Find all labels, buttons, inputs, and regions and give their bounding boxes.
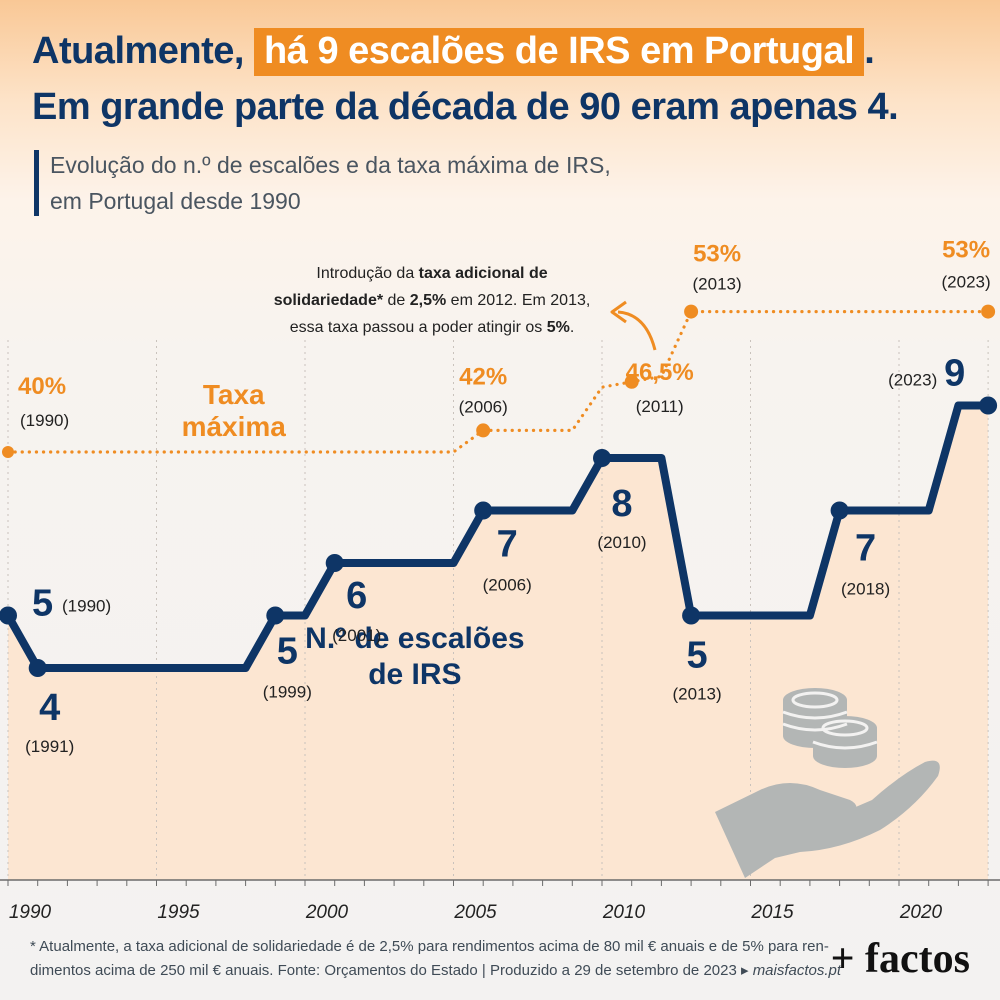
x-tick-label: 1995 — [157, 902, 200, 923]
rate-marker — [981, 304, 996, 319]
count-year-label: (1990) — [62, 597, 111, 616]
count-marker — [0, 606, 17, 625]
subtitle-line-2: em Portugal desde 1990 — [50, 188, 301, 214]
footnote-line-1: * Atualmente, a taxa adicional de solida… — [30, 938, 829, 955]
subtitle-accent-bar — [34, 150, 39, 216]
rate-value-label: 53% — [693, 241, 741, 268]
rate-year-label: (2011) — [636, 397, 684, 416]
series-label-rate: Taxa — [203, 379, 265, 410]
count-value-label: 4 — [39, 687, 60, 729]
rate-value-label: 40% — [18, 373, 66, 400]
count-value-label: 5 — [277, 631, 298, 673]
rate-year-label: (2023) — [942, 273, 991, 292]
series-label-count: N.º de escalões — [305, 622, 524, 655]
annotation-line: solidariedade* de 2,5% em 2012. Em 2013, — [274, 292, 591, 309]
annotation-line: essa taxa passou a poder atingir os 5%. — [290, 319, 575, 336]
footnote-line-2: dimentos acima de 250 mil € anuais. Font… — [30, 962, 842, 979]
brand-logo: + factos — [830, 936, 970, 982]
rate-value-label: 42% — [459, 363, 507, 390]
rate-year-label: (2006) — [459, 397, 508, 416]
subtitle-line-1: Evolução do n.º de escalões e da taxa má… — [50, 152, 611, 178]
count-year-label: (1991) — [25, 737, 74, 756]
source-site: maisfactos.pt — [752, 962, 842, 979]
rate-marker — [476, 423, 491, 438]
count-area — [8, 405, 989, 880]
count-year-label: (2023) — [888, 371, 937, 390]
x-tick-label: 2010 — [602, 902, 646, 923]
count-value-label: 7 — [497, 524, 518, 566]
rate-year-label: (1990) — [20, 411, 69, 430]
count-value-label: 6 — [346, 575, 367, 617]
rate-year-label: (2013) — [693, 275, 742, 294]
annotation-line: Introdução da taxa adicional de — [316, 265, 547, 282]
x-tick-label: 2005 — [453, 902, 497, 923]
annotation-arrow — [617, 310, 657, 351]
x-tick-label: 2000 — [305, 902, 349, 923]
count-marker — [266, 606, 285, 625]
series-label-count: de IRS — [368, 658, 461, 691]
x-tick-label: 2020 — [899, 902, 943, 923]
rate-marker — [2, 446, 14, 458]
annotation-arrowhead — [610, 300, 627, 324]
rate-value-label: 46,5% — [626, 359, 694, 386]
title-line-1: Atualmente, há 9 escalões de IRS em Port… — [32, 28, 875, 76]
count-value-label: 5 — [32, 583, 53, 625]
rate-value-label: 53% — [942, 237, 990, 264]
count-line — [4, 401, 989, 672]
count-value-label: 9 — [944, 353, 965, 395]
coins-hand-icon — [715, 688, 940, 878]
count-marker — [593, 449, 611, 467]
x-tick-label: 1990 — [9, 902, 52, 923]
count-marker — [682, 606, 701, 625]
count-value-label: 8 — [611, 483, 632, 525]
rate-marker — [684, 304, 699, 319]
x-tick-label: 2015 — [750, 902, 794, 923]
title-highlight: há 9 escalões de IRS em Portugal — [254, 28, 865, 76]
count-year-label: (2001) — [332, 626, 381, 645]
count-marker — [474, 501, 493, 520]
count-year-label: (2006) — [483, 576, 532, 595]
count-marker — [28, 659, 47, 677]
count-value-label: 7 — [855, 528, 876, 570]
count-marker — [979, 396, 998, 415]
series-label-rate: máxima — [182, 411, 287, 442]
count-marker — [830, 501, 849, 520]
title-line-2: Em grande parte da década de 90 eram ape… — [32, 86, 899, 128]
count-year-label: (2010) — [597, 533, 646, 552]
count-value-label: 5 — [687, 635, 708, 677]
rate-marker — [624, 374, 639, 389]
count-year-label: (2018) — [841, 580, 890, 599]
count-year-label: (2013) — [673, 685, 722, 704]
count-marker — [325, 554, 344, 572]
count-year-label: (1999) — [263, 683, 312, 702]
rate-line — [6, 310, 990, 454]
